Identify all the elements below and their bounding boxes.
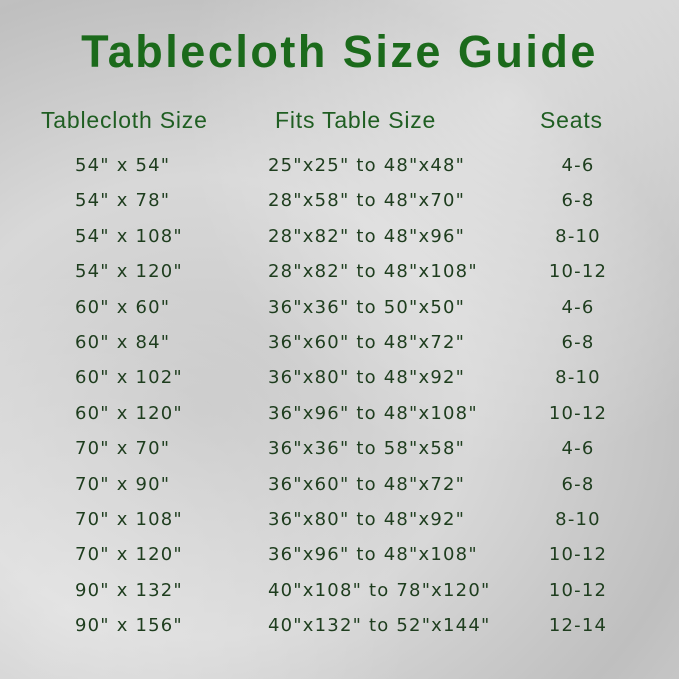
table-row: 60" x 84" 36"x60" to 48"x72" 6-8 bbox=[0, 332, 679, 362]
cell-seats: 10-12 bbox=[548, 261, 608, 283]
cell-fits-table-size: 25"x25" to 48"x48" bbox=[268, 155, 466, 176]
cell-fits-table-size: 36"x60" to 48"x72" bbox=[268, 473, 466, 495]
cell-seats: 4-6 bbox=[561, 155, 595, 176]
cell-fits-table-size: 36"x60" to 48"x72" bbox=[268, 332, 466, 353]
cell-fits-table-size: 36"x36" to 58"x58" bbox=[268, 438, 466, 460]
cell-tablecloth-size: 60" x 120" bbox=[75, 402, 183, 424]
table-row: 60" x 120" 36"x96" to 48"x108" 10-12 bbox=[0, 403, 679, 433]
cell-tablecloth-size: 70" x 70" bbox=[75, 438, 171, 460]
cell-tablecloth-size: 60" x 84" bbox=[75, 332, 171, 353]
cell-fits-table-size: 36"x96" to 48"x108" bbox=[268, 402, 478, 424]
cell-fits-table-size: 36"x80" to 48"x92" bbox=[268, 367, 466, 389]
cell-tablecloth-size: 54" x 54" bbox=[75, 155, 171, 176]
cell-seats: 10-12 bbox=[548, 579, 608, 601]
cell-tablecloth-size: 54" x 120" bbox=[75, 261, 183, 283]
cell-tablecloth-size: 90" x 156" bbox=[75, 615, 183, 637]
cell-tablecloth-size: 54" x 78" bbox=[75, 190, 171, 212]
header-seats: Seats bbox=[540, 107, 603, 133]
cell-fits-table-size: 28"x82" to 48"x108" bbox=[268, 261, 478, 283]
table-row: 70" x 108" 36"x80" to 48"x92" 8-10 bbox=[0, 509, 679, 539]
table-row: 60" x 60" 36"x36" to 50"x50" 4-6 bbox=[0, 297, 679, 327]
header-tablecloth-size: Tablecloth Size bbox=[41, 107, 208, 133]
table-row: 70" x 70" 36"x36" to 58"x58" 4-6 bbox=[0, 438, 679, 468]
cell-fits-table-size: 36"x96" to 48"x108" bbox=[268, 544, 478, 566]
cell-tablecloth-size: 70" x 108" bbox=[75, 509, 183, 530]
cell-fits-table-size: 36"x80" to 48"x92" bbox=[268, 509, 466, 530]
cell-tablecloth-size: 60" x 102" bbox=[75, 367, 183, 389]
cell-fits-table-size: 28"x82" to 48"x96" bbox=[268, 225, 466, 247]
page-title: Tablecloth Size Guide bbox=[81, 26, 598, 77]
cell-tablecloth-size: 60" x 60" bbox=[75, 296, 171, 318]
cell-tablecloth-size: 70" x 120" bbox=[75, 544, 183, 566]
table-row: 70" x 90" 36"x60" to 48"x72" 6-8 bbox=[0, 474, 679, 504]
table-row: 54" x 108" 28"x82" to 48"x96" 8-10 bbox=[0, 226, 679, 256]
cell-seats: 6-8 bbox=[561, 332, 595, 353]
cell-seats: 10-12 bbox=[548, 544, 608, 566]
cell-seats: 12-14 bbox=[548, 615, 608, 637]
cell-seats: 10-12 bbox=[548, 402, 608, 424]
table-row: 60" x 102" 36"x80" to 48"x92" 8-10 bbox=[0, 367, 679, 397]
header-fits-table-size: Fits Table Size bbox=[275, 107, 437, 133]
cell-fits-table-size: 36"x36" to 50"x50" bbox=[268, 296, 466, 318]
cell-seats: 8-10 bbox=[555, 225, 601, 247]
table-row: 54" x 54" 25"x25" to 48"x48" 4-6 bbox=[0, 155, 679, 185]
cell-seats: 8-10 bbox=[555, 509, 601, 530]
cell-seats: 8-10 bbox=[555, 367, 601, 389]
cell-tablecloth-size: 90" x 132" bbox=[75, 579, 183, 601]
cell-tablecloth-size: 70" x 90" bbox=[75, 473, 171, 495]
table-row: 54" x 120" 28"x82" to 48"x108" 10-12 bbox=[0, 261, 679, 291]
cell-seats: 6-8 bbox=[561, 190, 595, 212]
cell-seats: 4-6 bbox=[561, 438, 595, 460]
table-row: 90" x 132" 40"x108" to 78"x120" 10-12 bbox=[0, 580, 679, 610]
table-row: 54" x 78" 28"x58" to 48"x70" 6-8 bbox=[0, 190, 679, 220]
cell-seats: 6-8 bbox=[561, 473, 595, 495]
cell-tablecloth-size: 54" x 108" bbox=[75, 225, 183, 247]
cell-seats: 4-6 bbox=[561, 296, 595, 318]
cell-fits-table-size: 40"x132" to 52"x144" bbox=[268, 615, 491, 637]
cell-fits-table-size: 28"x58" to 48"x70" bbox=[268, 190, 466, 212]
table-row: 70" x 120" 36"x96" to 48"x108" 10-12 bbox=[0, 544, 679, 574]
table-row: 90" x 156" 40"x132" to 52"x144" 12-14 bbox=[0, 615, 679, 645]
cell-fits-table-size: 40"x108" to 78"x120" bbox=[268, 579, 491, 601]
